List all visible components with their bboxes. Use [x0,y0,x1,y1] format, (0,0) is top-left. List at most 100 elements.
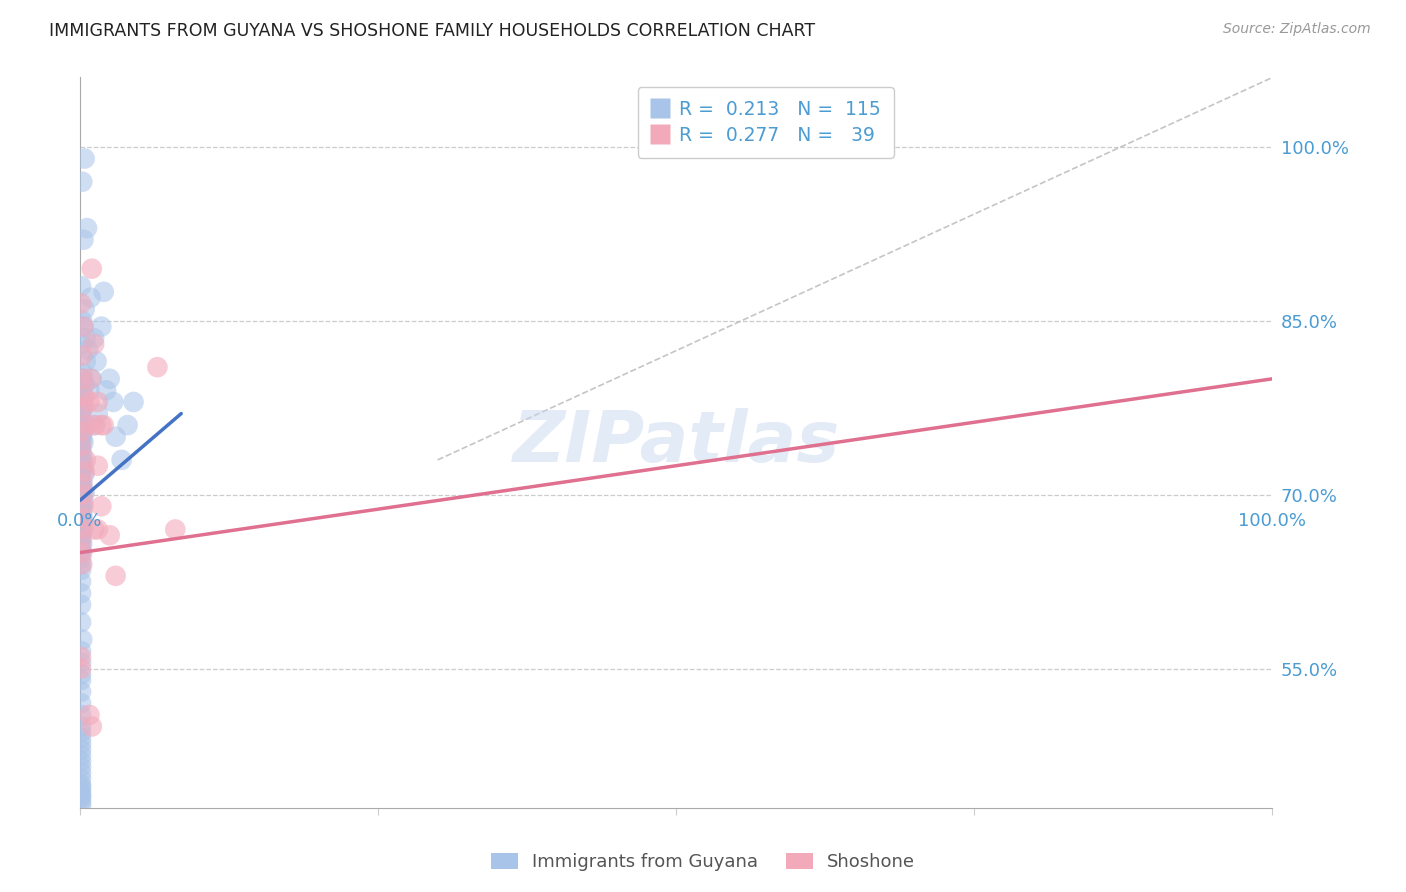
Point [70,760,93,774]
Point [98,528,121,542]
Point [103,395,125,409]
Point [90,319,112,334]
Point [70,528,93,542]
Point [70,725,93,739]
Point [72,476,94,491]
Point [70,546,93,560]
Point [70,442,93,456]
Point [72,372,94,386]
Point [75,453,97,467]
Point [117,418,139,433]
Point [70,791,93,805]
Point [93,285,115,299]
Point [70,337,93,351]
Point [70,598,93,612]
Point [70,765,93,780]
Point [73,465,96,479]
Point [70,470,93,484]
Point [104,430,127,444]
Point [73,152,96,166]
Point [70,737,93,751]
Point [72,447,94,461]
Point [70,798,93,813]
Point [90,418,112,433]
Point [98,372,121,386]
Point [70,719,93,733]
Point [79,384,101,398]
Point [72,424,94,438]
Point [72,516,94,531]
Point [70,523,93,537]
Point [72,401,94,415]
Point [70,524,93,539]
Point [79,395,101,409]
Point [72,462,94,476]
Point [72,314,94,328]
Point [70,296,93,310]
Point [73,389,96,403]
Point [70,511,93,525]
Point [70,427,93,442]
Point [72,319,94,334]
Point [70,532,93,546]
Text: 0.0%: 0.0% [58,512,103,530]
Point [72,536,94,550]
Point [70,748,93,763]
Point [86,354,108,368]
Legend: Immigrants from Guyana, Shoshone: Immigrants from Guyana, Shoshone [484,846,922,879]
Point [70,783,93,797]
Point [70,534,93,549]
Point [70,574,93,589]
Point [79,707,101,722]
Point [72,319,94,334]
Point [76,418,98,433]
Point [72,508,94,523]
Point [70,501,93,516]
Point [73,377,96,392]
Point [110,453,132,467]
Point [70,543,93,558]
Point [75,331,97,345]
Point [77,343,100,357]
Point [104,569,127,583]
Point [80,372,103,386]
Point [70,656,93,670]
Point [84,418,107,433]
Point [70,742,93,756]
Point [72,493,94,508]
Point [70,558,93,572]
Point [70,673,93,687]
Point [70,412,93,426]
Point [72,424,94,438]
Text: ZIPatlas: ZIPatlas [513,408,839,477]
Point [165,523,187,537]
Point [70,439,93,453]
Point [70,488,93,502]
Point [73,485,96,500]
Point [72,372,94,386]
Point [70,772,93,786]
Point [70,789,93,803]
Text: Source: ZipAtlas.com: Source: ZipAtlas.com [1223,22,1371,37]
Point [70,563,93,577]
Point [70,455,93,469]
Point [72,497,94,511]
Point [87,458,110,473]
Point [70,490,93,504]
Point [70,684,93,698]
Point [70,430,93,444]
Point [72,558,94,572]
Point [70,649,93,664]
Point [83,337,105,351]
Point [70,513,93,527]
Point [72,523,94,537]
Point [70,540,93,554]
Point [79,291,101,305]
Point [72,349,94,363]
Point [70,787,93,801]
Point [72,546,94,560]
Point [72,632,94,647]
Point [72,432,94,446]
Point [93,418,115,433]
Point [72,476,94,491]
